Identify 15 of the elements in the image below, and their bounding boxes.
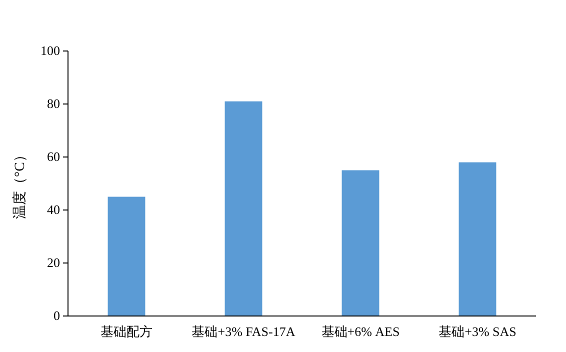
- bar: [458, 162, 496, 316]
- y-tick-label: 20: [47, 255, 60, 270]
- x-tick-label: 基础配方: [100, 324, 152, 339]
- y-axis-title: 温度（°C）: [12, 148, 28, 219]
- bar: [224, 101, 262, 316]
- bar: [342, 170, 380, 316]
- x-tick-label: 基础+6% AES: [321, 324, 400, 339]
- x-tick-label: 基础+3% SAS: [438, 324, 516, 339]
- x-tick-label: 基础+3% FAS-17A: [192, 324, 296, 339]
- y-tick-label: 100: [40, 43, 60, 58]
- y-tick-label: 80: [47, 96, 60, 111]
- y-tick-label: 40: [47, 202, 60, 217]
- y-tick-label: 0: [54, 308, 60, 323]
- bar: [108, 196, 146, 316]
- y-tick-label: 60: [47, 149, 60, 164]
